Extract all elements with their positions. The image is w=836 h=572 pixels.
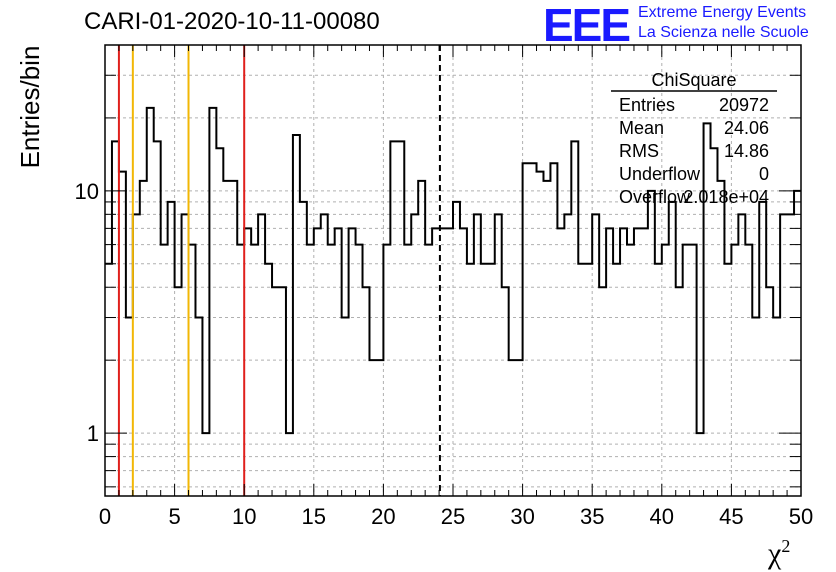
stats-label: Mean	[619, 118, 664, 138]
stats-value: 24.06	[724, 118, 769, 138]
histogram-line	[105, 106, 801, 435]
x-tick-label: 35	[580, 504, 604, 529]
x-tick-label: 10	[232, 504, 256, 529]
logo-text-line2: La Scienza nelle Scuole	[638, 24, 809, 41]
x-axis-label: χ2	[768, 536, 790, 571]
stats-value: 0	[759, 164, 769, 184]
x-tick-label: 15	[302, 504, 326, 529]
stats-value: 2.018e+04	[683, 187, 769, 207]
stats-label: Entries	[619, 95, 675, 115]
x-tick-label: 45	[719, 504, 743, 529]
stats-label: RMS	[619, 141, 659, 161]
stats-label: Overflow	[619, 187, 691, 207]
stats-box: ChiSquare Entries 20972 Mean 24.06 RMS 14.86 Un…	[611, 70, 777, 207]
x-tick-label: 40	[650, 504, 674, 529]
x-tick-label: 5	[168, 504, 180, 529]
x-axis-label-superscript: 2	[781, 536, 791, 556]
stats-label: Underflow	[619, 164, 701, 184]
x-tick-label: 30	[510, 504, 534, 529]
x-axis-label-base: χ	[768, 537, 782, 570]
stats-box-title: ChiSquare	[651, 70, 736, 90]
stats-value: 14.86	[724, 141, 769, 161]
y-tick-label: 10	[75, 179, 99, 204]
y-axis-ticks: 1 10	[75, 74, 801, 488]
chart-title: CARI-01-2020-10-11-00080	[84, 8, 380, 35]
logo-text-line1: Extreme Energy Events	[638, 4, 807, 21]
y-tick-label: 1	[87, 421, 99, 446]
plot-area	[105, 45, 801, 496]
x-tick-label: 20	[371, 504, 395, 529]
eee-logo: EEE	[543, 0, 631, 51]
x-tick-label: 50	[789, 504, 813, 529]
x-tick-label: 0	[99, 504, 111, 529]
x-tick-label: 25	[441, 504, 465, 529]
x-axis-ticks: 0 5 10 15 20 25 30 35 40 45 50	[99, 45, 813, 529]
stats-value: 20972	[719, 95, 769, 115]
